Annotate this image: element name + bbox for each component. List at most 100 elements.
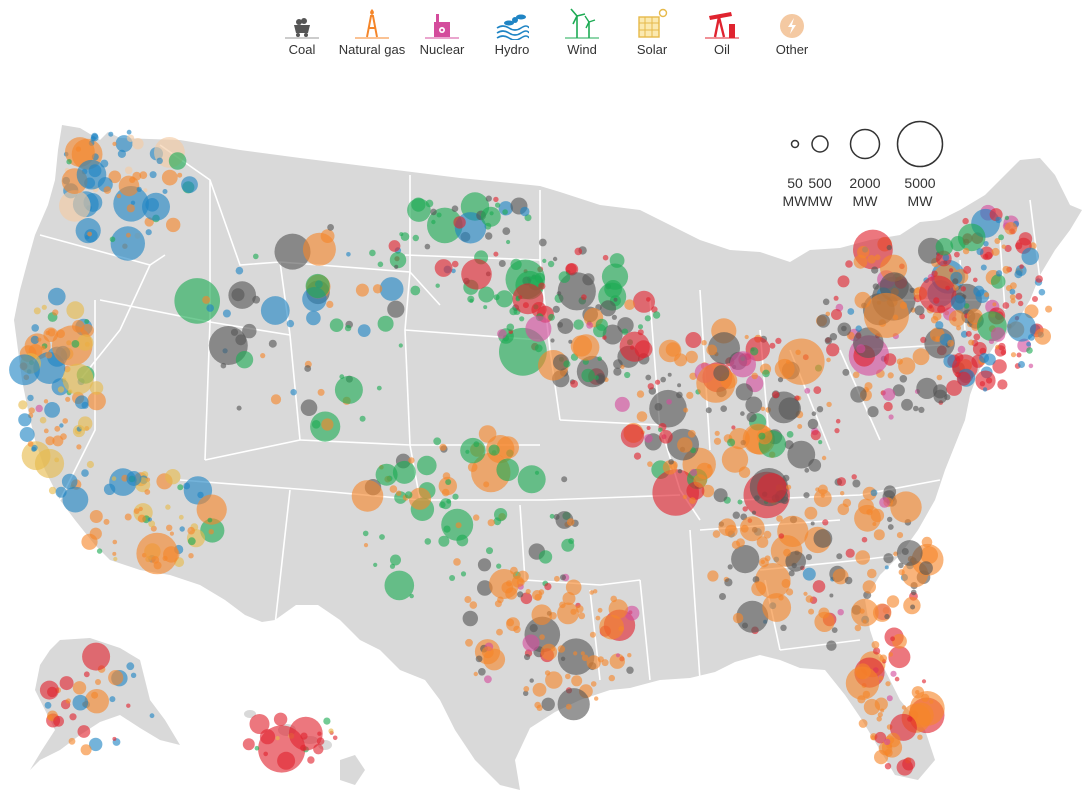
gas-plant-dot[interactable] <box>825 311 831 317</box>
gas-plant-dot[interactable] <box>1010 298 1016 304</box>
gas-plant-dot[interactable] <box>62 418 68 424</box>
wind-plant-dot[interactable] <box>369 249 376 257</box>
hydro-plant-dot[interactable] <box>147 517 152 522</box>
solar-plant-dot[interactable] <box>62 363 94 395</box>
wind-plant-dot[interactable] <box>595 318 608 331</box>
coal-plant-dot[interactable] <box>810 521 815 526</box>
wind-plant-dot[interactable] <box>573 319 584 330</box>
gas-plant-dot[interactable] <box>776 515 783 522</box>
oil-plant-dot[interactable] <box>242 738 255 751</box>
oil-plant-dot[interactable] <box>685 332 702 348</box>
gas-plant-dot[interactable] <box>595 615 601 621</box>
coal-plant-dot[interactable] <box>850 386 867 403</box>
gas-plant-dot[interactable] <box>760 559 765 565</box>
gas-plant-dot[interactable] <box>355 283 369 297</box>
gas-plant-dot[interactable] <box>137 514 146 523</box>
wind-plant-dot[interactable] <box>174 278 220 324</box>
gas-plant-dot[interactable] <box>91 691 99 699</box>
coal-plant-dot[interactable] <box>751 510 757 515</box>
gas-plant-dot[interactable] <box>45 330 50 336</box>
wind-plant-dot[interactable] <box>594 375 599 381</box>
other-plant-dot[interactable] <box>59 190 91 222</box>
oil-plant-dot[interactable] <box>59 676 74 691</box>
oil-plant-dot[interactable] <box>873 647 881 655</box>
hydro-plant-dot[interactable] <box>995 216 1002 224</box>
gas-plant-dot[interactable] <box>439 443 447 451</box>
gas-plant-dot[interactable] <box>196 494 227 525</box>
coal-plant-dot[interactable] <box>804 467 810 473</box>
oil-plant-dot[interactable] <box>630 345 635 350</box>
gas-plant-dot[interactable] <box>896 358 903 365</box>
hydro-plant-dot[interactable] <box>260 296 290 325</box>
other-plant-dot[interactable] <box>124 166 133 175</box>
gas-plant-dot[interactable] <box>536 704 543 712</box>
hydro-plant-dot[interactable] <box>109 696 116 703</box>
wind-plant-dot[interactable] <box>187 537 196 546</box>
oil-plant-dot[interactable] <box>620 424 645 448</box>
gas-plant-dot[interactable] <box>687 429 696 438</box>
wind-plant-dot[interactable] <box>935 237 954 256</box>
wind-plant-dot[interactable] <box>207 517 213 523</box>
hydro-plant-dot[interactable] <box>27 394 34 402</box>
solar-plant-dot[interactable] <box>165 469 181 485</box>
gas-plant-dot[interactable] <box>321 418 334 431</box>
oil-plant-dot[interactable] <box>434 259 453 277</box>
solar-plant-dot[interactable] <box>165 504 171 510</box>
gas-plant-dot[interactable] <box>87 231 92 237</box>
hydro-plant-dot[interactable] <box>1026 341 1031 347</box>
gas-plant-dot[interactable] <box>936 374 943 381</box>
gas-plant-dot[interactable] <box>496 436 519 459</box>
nuclear-plant-dot[interactable] <box>586 321 593 329</box>
oil-plant-dot[interactable] <box>655 379 661 385</box>
gas-plant-dot[interactable] <box>478 425 497 443</box>
other-plant-dot[interactable] <box>132 138 144 150</box>
coal-plant-dot[interactable] <box>720 405 727 413</box>
coal-plant-dot[interactable] <box>867 406 879 418</box>
oil-plant-dot[interactable] <box>1018 300 1024 307</box>
coal-plant-dot[interactable] <box>252 295 261 304</box>
gas-plant-dot[interactable] <box>580 651 585 656</box>
hydro-plant-dot[interactable] <box>884 565 889 570</box>
oil-plant-dot[interactable] <box>574 247 583 256</box>
wind-plant-dot[interactable] <box>519 316 525 322</box>
gas-plant-dot[interactable] <box>453 558 461 566</box>
gas-plant-dot[interactable] <box>133 508 140 514</box>
coal-plant-dot[interactable] <box>529 678 534 683</box>
wind-plant-dot[interactable] <box>384 570 415 601</box>
coal-plant-dot[interactable] <box>887 516 893 523</box>
wind-plant-dot[interactable] <box>495 202 501 208</box>
gas-plant-dot[interactable] <box>597 607 603 613</box>
hydro-plant-dot[interactable] <box>357 324 371 337</box>
gas-plant-dot[interactable] <box>68 737 76 745</box>
oil-plant-dot[interactable] <box>633 452 642 460</box>
oil-plant-dot[interactable] <box>570 380 578 388</box>
oil-plant-dot[interactable] <box>833 295 839 301</box>
coal-plant-dot[interactable] <box>896 540 923 566</box>
gas-plant-dot[interactable] <box>52 309 59 316</box>
hydro-plant-dot[interactable] <box>9 354 40 386</box>
wind-plant-dot[interactable] <box>542 258 547 263</box>
wind-plant-dot[interactable] <box>480 206 501 227</box>
oil-plant-dot[interactable] <box>931 270 938 277</box>
wind-plant-dot[interactable] <box>427 207 463 244</box>
coal-plant-dot[interactable] <box>529 624 538 633</box>
gas-plant-dot[interactable] <box>832 568 849 585</box>
gas-plant-dot[interactable] <box>890 491 922 523</box>
oil-plant-dot[interactable] <box>581 294 587 300</box>
gas-plant-dot[interactable] <box>917 734 923 740</box>
coal-plant-dot[interactable] <box>274 233 311 270</box>
hydro-plant-dot[interactable] <box>1018 361 1025 368</box>
nuclear-plant-dot[interactable] <box>883 738 891 745</box>
wind-plant-dot[interactable] <box>495 290 513 308</box>
coal-plant-dot[interactable] <box>829 593 834 598</box>
gas-plant-dot[interactable] <box>566 518 575 526</box>
gas-plant-dot[interactable] <box>1045 305 1053 313</box>
gas-plant-dot[interactable] <box>878 675 884 681</box>
wind-plant-dot[interactable] <box>329 318 344 333</box>
gas-plant-dot[interactable] <box>80 744 92 756</box>
gas-plant-dot[interactable] <box>953 285 959 291</box>
oil-plant-dot[interactable] <box>300 732 308 740</box>
coal-plant-dot[interactable] <box>742 622 748 629</box>
coal-plant-dot[interactable] <box>502 227 511 236</box>
gas-plant-dot[interactable] <box>112 141 117 146</box>
